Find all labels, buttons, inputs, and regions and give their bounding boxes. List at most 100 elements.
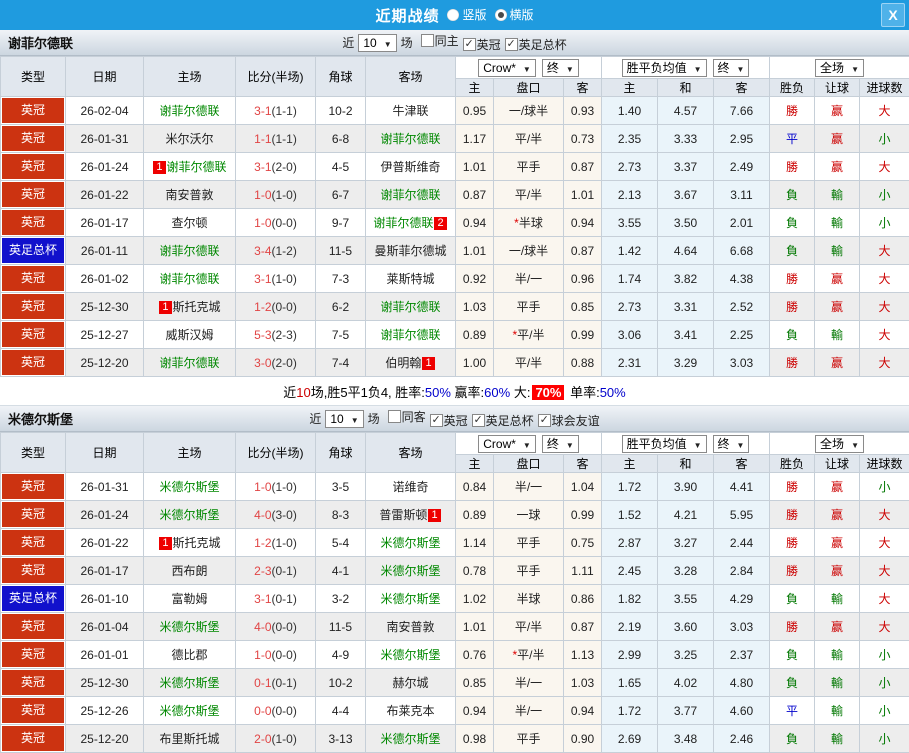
result-handicap-cell: 輸 [815, 209, 860, 237]
summary-segment: 大: [510, 385, 530, 400]
date-cell: 26-01-24 [66, 501, 144, 529]
league-badge: 英冠 [2, 210, 64, 235]
handicap-away-odds-cell: 1.01 [564, 181, 602, 209]
score-cell: 4-0(3-0) [236, 501, 316, 529]
handicap-line: 平手 [516, 160, 540, 174]
summary-segment: 胜率: [395, 385, 425, 400]
fulltime-score: 1-1 [254, 132, 271, 146]
filter-check-label: 同客 [402, 408, 426, 425]
avg-select[interactable]: 胜平负均值 [622, 435, 707, 453]
home-team: 谢菲尔德联 [167, 160, 227, 174]
col-odds-draw: 和 [658, 79, 714, 97]
final-odds-select[interactable]: 终 [542, 59, 579, 77]
filter-check-item[interactable]: ✓ 英足总杯 [472, 412, 534, 429]
handicap-away-odds-cell: 0.87 [564, 153, 602, 181]
handicap-home-odds-cell: 0.76 [456, 641, 494, 669]
league-badge: 英冠 [2, 614, 64, 639]
handicap-cell: 半球 [494, 585, 564, 613]
handicap-away-odds-cell: 0.94 [564, 697, 602, 725]
league-badge: 英冠 [2, 154, 64, 179]
result-wdl-cell: 負 [770, 321, 815, 349]
home-team: 米德尔斯堡 [159, 480, 219, 494]
fulltime-score: 1-2 [254, 536, 271, 550]
result-handicap-cell: 赢 [815, 501, 860, 529]
home-team-cell: 米德尔斯堡 [144, 473, 236, 501]
away-team: 伯明翰 [385, 356, 421, 370]
final-avg-select[interactable]: 终 [713, 435, 750, 453]
league-badge: 英冠 [2, 98, 64, 123]
league-cell: 英足总杯 [1, 585, 66, 613]
odds-away-cell: 3.11 [714, 181, 770, 209]
result-goals-cell: 小 [860, 473, 909, 501]
corner-cell: 6-8 [316, 125, 366, 153]
handicap-home-odds-cell: 0.89 [456, 321, 494, 349]
filter-check-label: 英足总杯 [519, 36, 567, 53]
final-avg-select[interactable]: 终 [713, 59, 750, 77]
avg-selects: 胜平负均值 终 [602, 57, 770, 79]
col-result-handicap: 让球 [815, 79, 860, 97]
match-count-select[interactable]: 10 [325, 410, 363, 428]
result-wdl-cell: 負 [770, 725, 815, 753]
halftime-score: (0-1) [272, 564, 297, 578]
filter-check-item[interactable]: ✓ 英足总杯 [505, 36, 567, 53]
bookmaker-select[interactable]: Crow* [478, 435, 536, 453]
match-count-select[interactable]: 10 [358, 34, 396, 52]
date-cell: 26-01-17 [66, 209, 144, 237]
close-button[interactable]: X [881, 3, 905, 27]
corner-cell: 11-5 [316, 237, 366, 265]
summary-segment: 近 [283, 385, 296, 400]
result-goals-cell: 大 [860, 349, 909, 377]
filter-check-item[interactable]: ✓ 球会友谊 [538, 412, 600, 429]
scope-select[interactable]: 全场 [815, 435, 864, 453]
handicap-home-odds-cell: 0.95 [456, 97, 494, 125]
handicap-cell: 平手 [494, 153, 564, 181]
col-date: 日期 [66, 57, 144, 97]
date-cell: 26-01-02 [66, 265, 144, 293]
filter-check-item[interactable]: 同主 [421, 32, 459, 49]
away-team: 牛津联 [392, 104, 428, 118]
away-team: 赫尔城 [392, 676, 428, 690]
filter-check-item[interactable]: ✓ 英冠 [463, 36, 501, 53]
col-home: 主场 [144, 57, 236, 97]
col-odds-away: 客 [714, 455, 770, 473]
filter-check-item[interactable]: 同客 [388, 408, 426, 425]
league-badge: 英冠 [2, 698, 64, 723]
filter-check-label: 英冠 [477, 36, 501, 53]
scope-select[interactable]: 全场 [815, 59, 864, 77]
home-team: 布里斯托城 [159, 732, 219, 746]
checkbox-icon [388, 410, 401, 423]
handicap-home-odds-cell: 1.01 [456, 237, 494, 265]
home-team-cell: 谢菲尔德联 [144, 349, 236, 377]
league-cell: 英冠 [1, 125, 66, 153]
corner-cell: 6-2 [316, 293, 366, 321]
halftime-score: (0-0) [272, 620, 297, 634]
avg-select[interactable]: 胜平负均值 [622, 59, 707, 77]
handicap-selects: Crow* 终 [456, 433, 602, 455]
layout-radio[interactable]: 横版 [495, 6, 534, 23]
near-label: 近 [342, 34, 354, 51]
fulltime-score: 3-1 [254, 592, 271, 606]
fulltime-score: 4-0 [254, 620, 271, 634]
final-odds-select[interactable]: 终 [542, 435, 579, 453]
odds-away-cell: 5.95 [714, 501, 770, 529]
halftime-score: (0-1) [272, 676, 297, 690]
league-cell: 英冠 [1, 153, 66, 181]
col-away: 客场 [366, 57, 456, 97]
bookmaker-select[interactable]: Crow* [478, 59, 536, 77]
handicap-away-odds-cell: 0.94 [564, 209, 602, 237]
layout-radio[interactable]: 竖版 [447, 6, 486, 23]
away-team: 米德尔斯堡 [380, 536, 440, 550]
fulltime-score: 1-2 [254, 300, 271, 314]
match-row: 英冠 25-12-30 米德尔斯堡 0-1(0-1) 10-2 赫尔城 0.85… [1, 669, 909, 697]
halftime-score: (1-1) [272, 104, 297, 118]
halftime-score: (0-0) [272, 216, 297, 230]
score-cell: 1-0(1-0) [236, 181, 316, 209]
summary-segment: 70% [532, 385, 564, 400]
date-cell: 26-01-31 [66, 125, 144, 153]
filter-check-item[interactable]: ✓ 英冠 [430, 412, 468, 429]
red-card-badge: 1 [428, 509, 440, 522]
